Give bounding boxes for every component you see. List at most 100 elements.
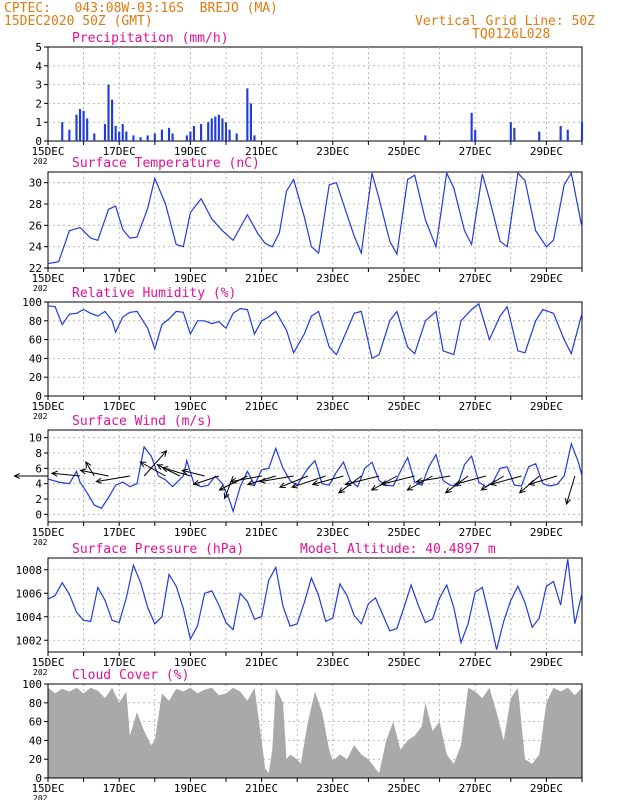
header-line1-right: Vertical Grid Line: 50Z	[415, 14, 596, 29]
wind-arrowhead	[379, 480, 388, 487]
temp-xtick-label: 29DEC	[530, 272, 563, 285]
rh-ytick-label: 60	[29, 334, 42, 347]
wind-arrow	[454, 475, 487, 485]
wind-arrowhead	[480, 484, 488, 491]
wind-ytick-label: 8	[35, 447, 42, 460]
precip-bar	[171, 133, 174, 141]
wind-ytick-label: 4	[35, 478, 42, 491]
wind-arrowhead	[278, 482, 286, 489]
header-line1-left: CPTEC: 043:08W-03:16S BREJO (MA)	[4, 1, 278, 16]
rh-xtick-label: 29DEC	[530, 400, 563, 413]
precip-bar	[221, 118, 224, 141]
rh-year-fragment: 202	[33, 412, 48, 421]
wind-arrowhead	[489, 480, 497, 486]
precip-bar	[160, 129, 163, 141]
pressure-xtick-label: 15DEC	[31, 656, 64, 669]
pressure-annotation: Model Altitude: 40.4897 m	[300, 542, 496, 557]
wind-arrowhead	[370, 484, 378, 491]
rh-title: Relative Humidity (%)	[72, 286, 236, 301]
wind-ytick-label: 2	[35, 493, 42, 506]
rh-ytick-label: 0	[35, 390, 42, 403]
wind-arrow	[566, 475, 576, 505]
precip-bar	[474, 129, 477, 141]
cloud-xtick-label: 25DEC	[387, 782, 420, 795]
wind-arrow	[230, 475, 262, 483]
temp-ytick-label: 28	[29, 198, 42, 211]
rh-xtick-label: 25DEC	[387, 400, 420, 413]
pressure-frame	[47, 557, 583, 653]
wind-ytick-label: 10	[29, 432, 42, 445]
precip-xtick-label: 29DEC	[530, 145, 563, 158]
precip-xtick-label: 27DEC	[459, 145, 492, 158]
precip-bar	[214, 116, 217, 141]
wind-arrow	[291, 475, 326, 488]
wind-arrow	[96, 475, 130, 483]
rh-xtick-label: 27DEC	[459, 400, 492, 413]
cloud-area	[48, 687, 582, 778]
precip-bar	[566, 129, 569, 141]
wind-arrowhead	[156, 464, 164, 470]
wind-title: Surface Wind (m/s)	[72, 414, 213, 429]
temp-title: Surface Temperature (nC)	[72, 156, 260, 171]
wind-arrow	[345, 475, 380, 485]
wind-ytick-label: 6	[35, 462, 42, 475]
wind-xtick-label: 17DEC	[103, 526, 136, 539]
temp-xtick-label: 27DEC	[459, 272, 492, 285]
temp-xtick-label: 17DEC	[103, 272, 136, 285]
wind-arrowhead	[291, 482, 299, 489]
precip-bar	[185, 135, 188, 141]
precip-bar	[121, 124, 124, 141]
precip-xtick-label: 21DEC	[245, 145, 278, 158]
header-line2-right: TQ0126L028	[472, 27, 551, 42]
rh-xtick-label: 19DEC	[174, 400, 207, 413]
rh-xtick-label: 17DEC	[103, 400, 136, 413]
wind-arrowhead	[85, 461, 92, 469]
wind-arrowhead	[223, 492, 230, 500]
precip-bar	[82, 110, 85, 141]
wind-arrow	[416, 475, 451, 483]
precip-bar	[580, 122, 584, 141]
wind-arrowhead	[311, 480, 319, 486]
pressure-xtick-label: 19DEC	[174, 656, 207, 669]
cloud-title: Cloud Cover (%)	[72, 668, 189, 683]
cloud-xtick-label: 17DEC	[103, 782, 136, 795]
precip-ytick-label: 2	[35, 97, 42, 110]
wind-arrowhead	[95, 477, 103, 484]
wind-year-fragment: 202	[33, 538, 48, 547]
precip-bar	[424, 135, 427, 141]
wind-xtick-label: 27DEC	[459, 526, 492, 539]
cloud-xtick-label: 29DEC	[530, 782, 563, 795]
wind-arrow	[279, 475, 309, 488]
wind-xtick-label: 19DEC	[174, 526, 207, 539]
wind-arrow	[157, 464, 180, 477]
cloud-ytick-label: 20	[29, 753, 42, 766]
precip-ytick-label: 1	[35, 116, 42, 129]
rh-ytick-label: 80	[29, 315, 42, 328]
temp-xtick-label: 23DEC	[316, 272, 349, 285]
rh-xtick-label: 23DEC	[316, 400, 349, 413]
precip-ytick-label: 5	[35, 41, 42, 54]
temp-xtick-label: 25DEC	[387, 272, 420, 285]
precip-bar	[249, 103, 252, 141]
precip-bar	[114, 125, 117, 141]
precip-ytick-label: 3	[35, 79, 42, 92]
precip-bar	[509, 122, 512, 141]
precip-bar	[107, 84, 110, 141]
wind-arrow	[259, 475, 294, 483]
temp-xtick-label: 21DEC	[245, 272, 278, 285]
wind-line	[47, 441, 583, 514]
wind-ytick-label: 0	[35, 508, 42, 521]
temp-ytick-label: 30	[29, 177, 42, 190]
wind-xtick-label: 25DEC	[387, 526, 420, 539]
wind-arrowhead	[518, 487, 526, 494]
wind-xtick-label: 29DEC	[530, 526, 563, 539]
cloud-ytick-label: 0	[35, 772, 42, 785]
wind-arrowhead	[160, 449, 168, 457]
precip-bar	[153, 133, 156, 141]
precip-xtick-label: 19DEC	[174, 145, 207, 158]
precip-xtick-label: 17DEC	[103, 145, 136, 158]
wind-arrowhead	[139, 461, 147, 468]
wind-arrowhead	[13, 472, 21, 480]
precip-bar	[228, 129, 231, 141]
wind-arrowhead	[453, 480, 462, 486]
